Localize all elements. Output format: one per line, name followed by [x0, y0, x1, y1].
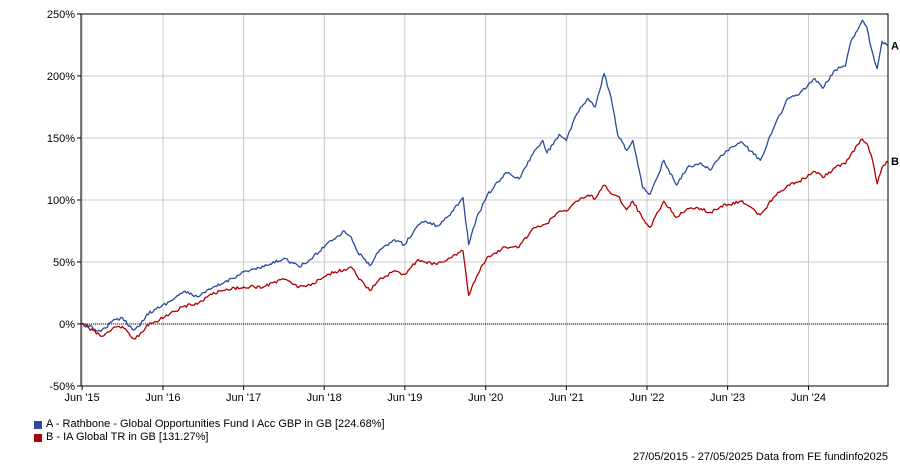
legend-swatch-a: [34, 420, 42, 429]
y-tick-label: 150%: [47, 133, 75, 145]
x-tick-label: Jun '23: [710, 392, 745, 404]
x-tick-label: Jun '21: [549, 392, 584, 404]
x-tick-label: Jun '22: [629, 392, 664, 404]
x-tick-label: Jun '19: [387, 392, 422, 404]
footer: 27/05/2015 - 27/05/2025 Data from FE fun…: [633, 451, 888, 463]
data-source: Data from FE fundinfo2025: [755, 451, 888, 463]
series-line-a: [80, 19, 889, 333]
x-tick-label: Jun '17: [226, 392, 261, 404]
series-line-b: [80, 138, 889, 340]
series-end-label-a: A: [891, 40, 899, 52]
y-tick-label: 200%: [47, 71, 75, 83]
y-tick-label: 50%: [53, 257, 75, 269]
y-tick-label: 250%: [47, 9, 75, 21]
legend-label-a: A - Rathbone - Global Opportunities Fund…: [46, 418, 385, 430]
legend-swatch-b: [34, 433, 42, 442]
plot-area-border: [80, 13, 889, 387]
y-tick-label: -50%: [49, 381, 75, 393]
date-range: 27/05/2015 - 27/05/2025: [632, 451, 753, 463]
x-tick-label: Jun '16: [145, 392, 180, 404]
legend-item-b: B - IA Global TR in GB [131.27%]: [34, 431, 385, 444]
series-lines: AB: [80, 19, 899, 340]
series-end-label-b: B: [891, 156, 899, 168]
legend: A - Rathbone - Global Opportunities Fund…: [34, 418, 385, 444]
x-tick-label: Jun '15: [65, 392, 100, 404]
x-tick-label: Jun '18: [307, 392, 342, 404]
x-axis-ticks: Jun '15 Jun '16 Jun '17 Jun '18 Jun '19 Jun '…: [65, 386, 826, 404]
legend-item-a: A - Rathbone - Global Opportunities Fund…: [34, 418, 385, 431]
x-tick-label: Jun '24: [791, 392, 826, 404]
y-tick-label: 0%: [59, 319, 75, 331]
x-tick-label: Jun '20: [468, 392, 503, 404]
y-axis-ticks: 250% 200% 150% 100% 50% 0% -50%: [47, 9, 81, 393]
legend-label-b: B - IA Global TR in GB [131.27%]: [46, 431, 209, 443]
y-tick-label: 100%: [47, 195, 75, 207]
